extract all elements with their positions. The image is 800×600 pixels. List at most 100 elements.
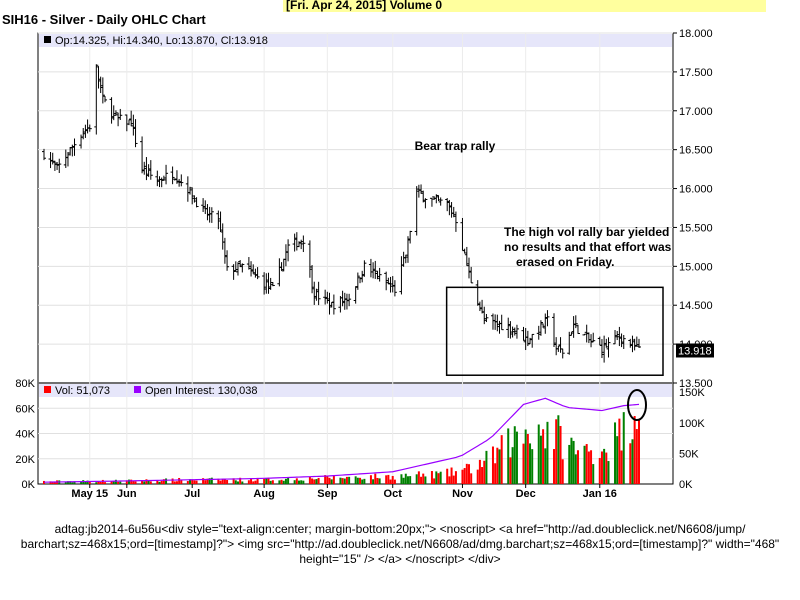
volume-bar [267,477,270,484]
ohlc-bar [174,170,179,184]
volume-bar [614,422,617,484]
ohlc-chart: 18.000 17.500 17.000 16.500 16.000 15.500 15.0… [15,28,714,500]
ohlc-bar [142,161,147,175]
ohlc-bar [541,323,546,328]
ohlc-bar [262,272,267,295]
volume-bar [141,480,144,484]
ohlc-bar [613,330,618,345]
volume-bar [64,482,67,484]
volume-bar [406,476,409,484]
ohlc-bar [140,136,145,174]
volume-tick-label: 80K [15,378,35,390]
volume-bar [239,477,242,484]
x-tick-label: Jul [184,488,200,500]
price-tick-label: 18.000 [679,28,713,40]
volume-bar [400,474,403,484]
ohlc-bar [606,337,611,358]
volume-bar [387,474,390,484]
volume-bar [559,426,562,484]
ohlc-bar [146,164,151,177]
ohlc-bar [270,282,275,287]
oi-tick-label: 150K [679,387,705,399]
ohlc-bar [342,292,347,310]
volume-bar [193,480,196,484]
volume-bar [191,479,194,484]
ohlc-bar [637,338,641,349]
ohlc-bar [355,272,360,290]
oi-tick-label: 50K [679,448,699,460]
volume-bar [622,412,625,484]
ohlc-bar [312,281,317,305]
volume-bar [293,480,296,484]
volume-bar [576,450,579,484]
x-tick-label: May 15 [71,488,108,500]
ohlc-bar [386,277,391,285]
ohlc-bar [447,199,452,216]
volume-bar [173,481,176,484]
ohlc-bar [340,290,345,307]
x-tick-label: Jan 16 [583,488,617,500]
ohlc-bar [634,336,639,347]
ohlc-bar [55,161,60,170]
volume-bar [112,481,115,484]
annotation-bear-trap: Bear trap rally [415,139,496,153]
volume-bar [73,481,76,484]
volume-bar [232,478,235,484]
volume-bar [236,481,239,484]
open-interest-line [43,397,640,483]
ohlc-bar [118,108,123,121]
volume-bar [101,479,104,484]
price-panel [37,32,674,384]
volume-bar [66,481,69,484]
volume-bar [263,478,266,484]
ohlc-bar [475,280,480,306]
volume-bar [513,426,516,484]
volume-bar [542,429,545,484]
volume-bar [256,477,259,484]
volume-bar [178,477,181,484]
volume-tick-label: 40K [15,429,35,441]
ohlc-bar [353,286,358,304]
volume-bar [326,475,329,484]
ohlc-bar [42,148,46,161]
ohlc-bar [194,197,199,208]
volume-bar [633,416,636,484]
ohlc-bar [477,301,482,312]
volume-bar [348,476,351,484]
ohlc-bar [495,314,500,332]
volume-label: Volume 0 [389,0,443,12]
ohlc-bar [216,210,221,230]
volume-bar [69,481,72,484]
ohlc-bar [235,262,240,276]
ohlc-bar [164,164,169,185]
volume-bar [417,471,420,484]
volume-bar [603,448,606,484]
volume-bar [590,450,593,484]
volume-bar [539,435,542,484]
oi-tick-label: 100K [679,418,705,430]
ohlc-bar [100,77,105,104]
ohlc-bar [50,152,55,165]
ohlc-bar [405,236,410,263]
ohlc-bar [510,326,515,338]
volume-bar [145,479,148,484]
volume-bar [522,443,525,484]
ohlc-bar [569,332,574,336]
volume-bar [526,434,529,484]
volume-bar [175,481,178,484]
volume-bar [313,479,316,484]
volume-bar [483,460,486,484]
volume-bar [616,436,619,484]
volume-bar [223,479,226,484]
annotation-line-2: erased on Friday. [516,255,614,269]
ohlc-bar [264,273,269,294]
volume-bar [439,471,442,484]
ohlc-bar [331,294,336,315]
ohlc-bar [111,105,116,121]
price-header-band [39,34,672,47]
volume-bar [125,480,128,484]
volume-bar [315,479,318,484]
volume-bar [378,478,381,484]
volume-bar [420,476,423,484]
ohlc-bar [222,237,227,264]
